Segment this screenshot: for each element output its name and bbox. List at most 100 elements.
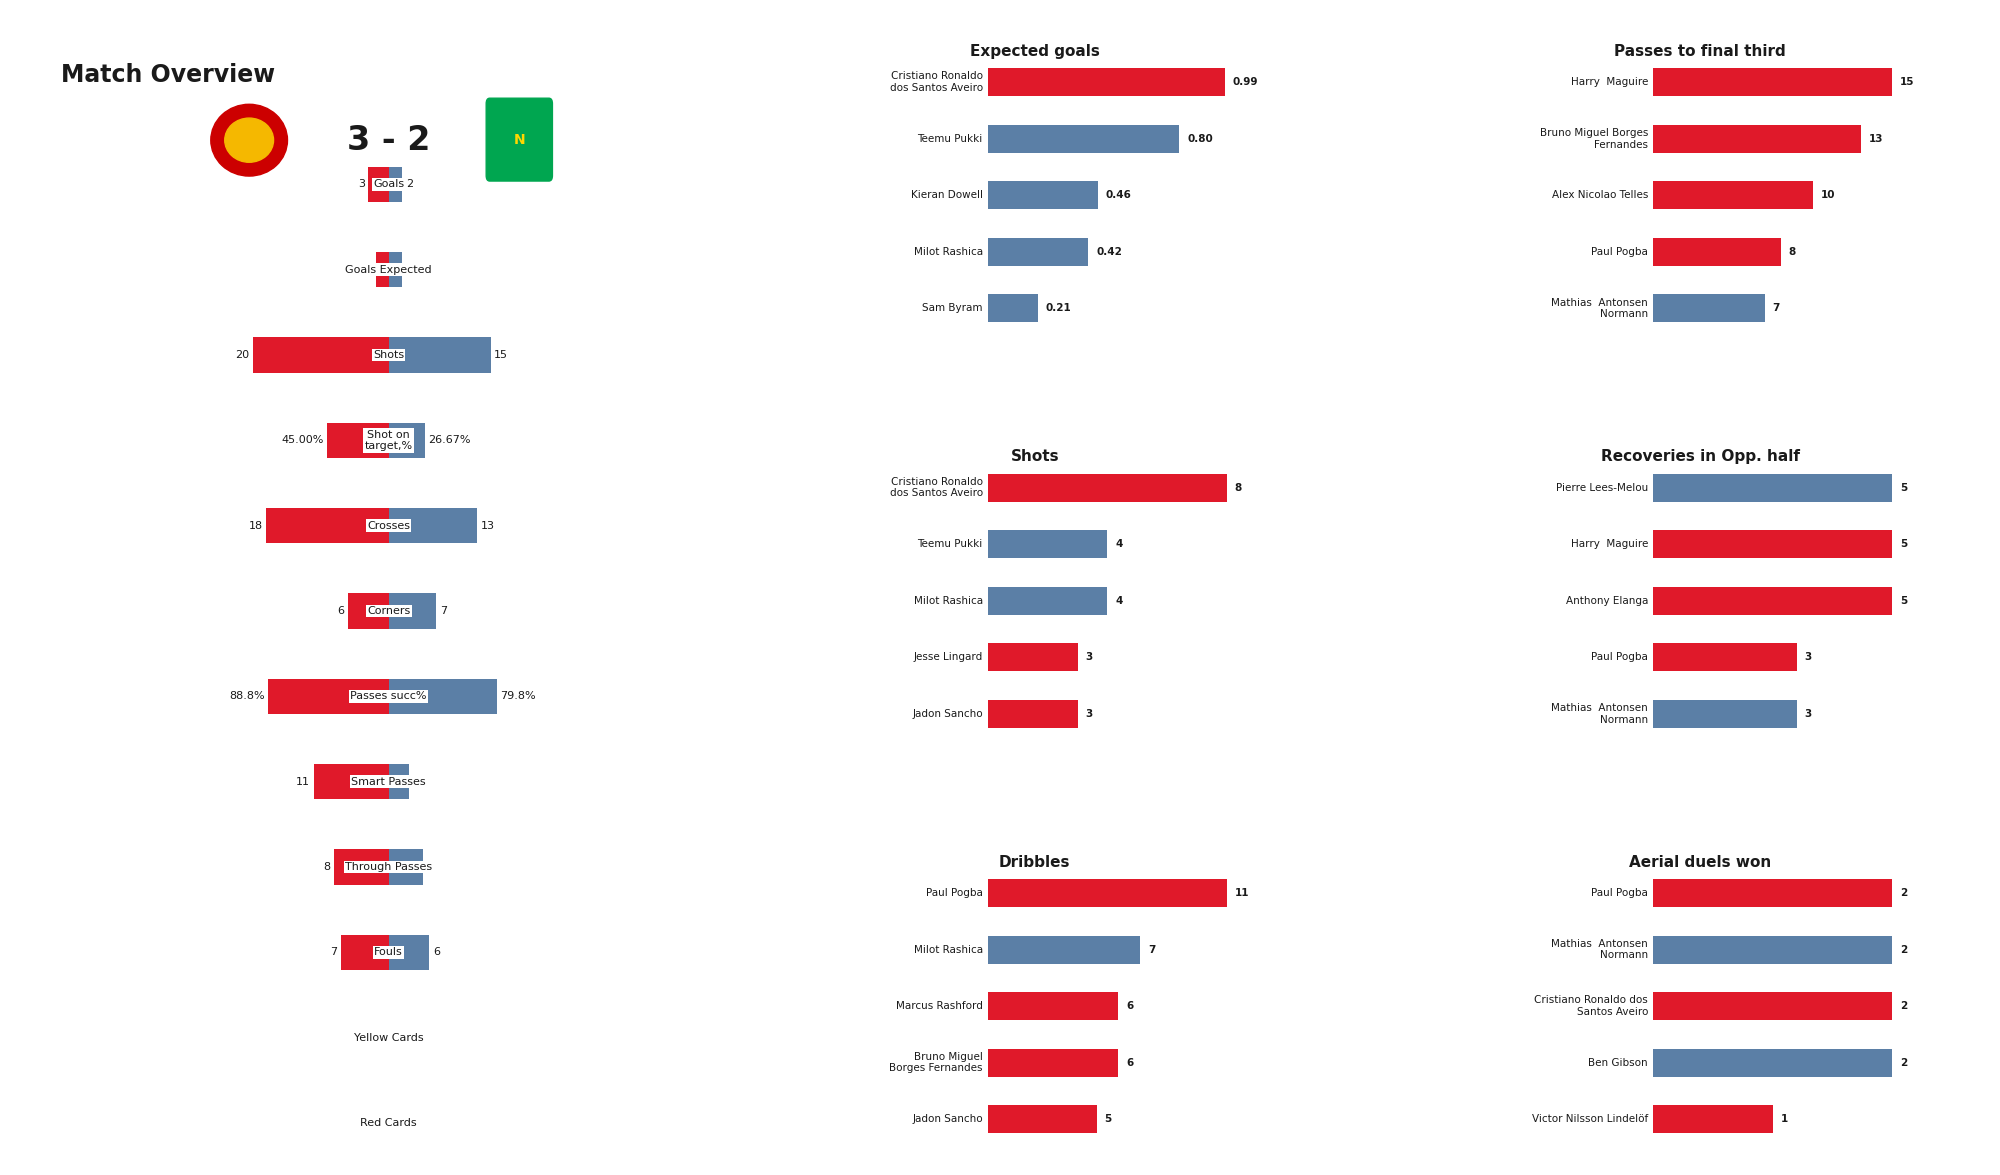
Text: Jesse Lingard: Jesse Lingard — [914, 652, 982, 663]
Bar — [388, 167, 402, 202]
Text: 3: 3 — [1804, 652, 1812, 663]
Text: 3: 3 — [412, 777, 420, 787]
Text: 4: 4 — [1116, 539, 1122, 549]
Bar — [1654, 181, 1812, 209]
Text: 45.00%: 45.00% — [282, 436, 324, 445]
Bar — [988, 1048, 1118, 1076]
Text: 0: 0 — [392, 1119, 400, 1128]
Bar — [988, 644, 1078, 671]
Text: Pierre Lees-Melou: Pierre Lees-Melou — [1556, 483, 1648, 492]
Text: 7: 7 — [440, 606, 446, 616]
Text: Bruno Miguel Borges
Fernandes: Bruno Miguel Borges Fernandes — [1540, 128, 1648, 149]
Text: 6: 6 — [432, 947, 440, 958]
Text: 0: 0 — [392, 1033, 400, 1043]
Text: 20: 20 — [236, 350, 250, 360]
Text: Shots: Shots — [1010, 449, 1060, 464]
Text: Passes succ%: Passes succ% — [350, 691, 426, 701]
Text: Milot Rashica: Milot Rashica — [914, 596, 982, 606]
Text: Victor Nilsson Lindelöf: Victor Nilsson Lindelöf — [1532, 1114, 1648, 1124]
Text: Jadon Sancho: Jadon Sancho — [912, 709, 982, 719]
Text: 26.67%: 26.67% — [428, 436, 470, 445]
Bar — [348, 593, 388, 629]
Bar — [1654, 295, 1764, 322]
Text: N: N — [514, 133, 526, 147]
Text: 3: 3 — [1086, 709, 1092, 719]
Bar — [988, 125, 1180, 153]
Text: 8: 8 — [1234, 483, 1242, 492]
Text: 10: 10 — [1820, 190, 1836, 201]
Bar — [342, 935, 388, 971]
FancyBboxPatch shape — [486, 99, 552, 181]
Text: Dribbles: Dribbles — [998, 855, 1070, 870]
Text: 7: 7 — [1772, 303, 1780, 314]
Text: 79.8%: 79.8% — [500, 691, 536, 701]
Text: Teemu Pukki: Teemu Pukki — [918, 134, 982, 143]
Text: 13: 13 — [1868, 134, 1882, 143]
Text: Paul Pogba: Paul Pogba — [926, 888, 982, 898]
Text: 0: 0 — [378, 1033, 386, 1043]
Text: Paul Pogba: Paul Pogba — [1592, 652, 1648, 663]
Text: 2: 2 — [406, 180, 412, 189]
Bar — [252, 337, 388, 372]
Text: 15: 15 — [1900, 78, 1914, 87]
Text: Smart Passes: Smart Passes — [352, 777, 426, 787]
Text: Teemu Pukki: Teemu Pukki — [918, 539, 982, 549]
Text: Expected goals: Expected goals — [970, 43, 1100, 59]
Text: Ben Gibson: Ben Gibson — [1588, 1058, 1648, 1068]
Text: 7: 7 — [330, 947, 338, 958]
Bar — [1654, 125, 1860, 153]
Bar — [1654, 1048, 1892, 1076]
Text: 7: 7 — [1148, 945, 1156, 954]
Text: Alex Nicolao Telles: Alex Nicolao Telles — [1552, 190, 1648, 201]
Bar — [988, 237, 1088, 266]
Text: 11: 11 — [296, 777, 310, 787]
Text: 5: 5 — [1900, 483, 1908, 492]
Text: 0.46: 0.46 — [1106, 190, 1132, 201]
Bar — [988, 992, 1118, 1020]
Text: Milot Rashica: Milot Rashica — [914, 247, 982, 257]
Bar — [1654, 992, 1892, 1020]
Text: Through Passes: Through Passes — [346, 862, 432, 872]
Bar — [388, 508, 476, 543]
Bar — [1654, 879, 1892, 907]
Bar — [988, 181, 1098, 209]
Text: Cristiano Ronaldo
dos Santos Aveiro: Cristiano Ronaldo dos Santos Aveiro — [890, 72, 982, 93]
Bar — [988, 700, 1078, 727]
Bar — [1654, 530, 1892, 558]
Bar — [988, 586, 1108, 615]
Text: Paul Pogba: Paul Pogba — [1592, 888, 1648, 898]
Bar — [1654, 586, 1892, 615]
Text: Goals Expected: Goals Expected — [346, 264, 432, 275]
Text: 0.42: 0.42 — [1096, 247, 1122, 257]
Bar — [988, 530, 1108, 558]
Text: Kieran Dowell: Kieran Dowell — [910, 190, 982, 201]
Bar — [1654, 1106, 1772, 1133]
Text: Crosses: Crosses — [368, 521, 410, 531]
Bar — [988, 1106, 1096, 1133]
Bar — [368, 167, 388, 202]
Text: 18: 18 — [248, 521, 262, 531]
Text: 2: 2 — [1900, 1001, 1908, 1012]
Text: 88.8%: 88.8% — [228, 691, 264, 701]
Text: Mathias  Antonsen
Normann: Mathias Antonsen Normann — [1552, 939, 1648, 960]
Text: Aerial duels won: Aerial duels won — [1628, 855, 1772, 870]
Bar — [1654, 935, 1892, 964]
Bar — [388, 764, 408, 799]
Text: 2: 2 — [1900, 1058, 1908, 1068]
Text: 3: 3 — [358, 180, 364, 189]
Text: Jadon Sancho: Jadon Sancho — [912, 1114, 982, 1124]
Text: Mathias  Antonsen
Normann: Mathias Antonsen Normann — [1552, 297, 1648, 320]
Text: 6: 6 — [338, 606, 344, 616]
Text: Marcus Rashford: Marcus Rashford — [896, 1001, 982, 1012]
Bar — [268, 679, 388, 714]
Text: Harry  Maguire: Harry Maguire — [1570, 78, 1648, 87]
Bar — [328, 423, 388, 458]
Bar — [388, 935, 430, 971]
Text: 6: 6 — [1126, 1001, 1134, 1012]
Text: 5: 5 — [1104, 1114, 1112, 1124]
Text: Recoveries in Opp. half: Recoveries in Opp. half — [1600, 449, 1800, 464]
Bar — [266, 508, 388, 543]
Bar — [388, 593, 436, 629]
Text: 3: 3 — [1804, 709, 1812, 719]
Bar — [388, 679, 498, 714]
